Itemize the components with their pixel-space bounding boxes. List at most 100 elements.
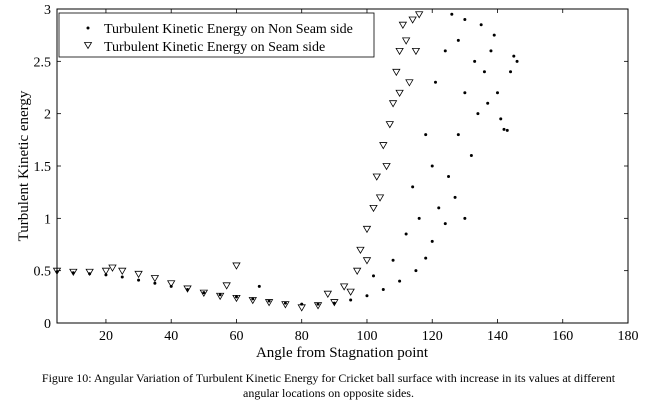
data-point-seam [382, 163, 391, 171]
data-point-non-seam [463, 91, 467, 95]
data-point-non-seam [371, 274, 375, 278]
x-tick-label: 120 [422, 329, 443, 344]
data-point-non-seam [202, 291, 206, 295]
data-point-seam [385, 121, 395, 129]
data-point-non-seam [450, 12, 454, 16]
data-point-seam [199, 289, 209, 297]
y-tick-label: 0 [44, 317, 51, 332]
data-point-non-seam [447, 174, 451, 178]
data-point-non-seam [509, 70, 513, 74]
data-point-seam [395, 47, 404, 56]
x-tick-label: 80 [295, 329, 309, 344]
data-point-non-seam [443, 49, 447, 53]
data-point-non-seam [505, 128, 509, 132]
data-point-non-seam [251, 297, 255, 301]
x-tick-label: 160 [552, 329, 573, 344]
data-point-non-seam [515, 59, 519, 63]
data-point-seam [356, 246, 365, 255]
data-point-non-seam [365, 294, 369, 298]
data-point-seam [392, 68, 401, 77]
data-point-non-seam [456, 133, 460, 137]
data-point-seam [339, 283, 349, 291]
data-point-seam [108, 264, 117, 272]
data-point-non-seam [120, 275, 124, 279]
data-point-non-seam [414, 269, 418, 273]
data-point-seam [401, 37, 411, 45]
y-tick-label: 2 [44, 108, 51, 123]
data-point-seam [281, 301, 290, 309]
data-point-seam [395, 89, 404, 98]
y-axis-label: Turbulent Kinetic energy [16, 90, 32, 241]
data-point-non-seam [479, 23, 483, 27]
data-point-non-seam [473, 59, 477, 63]
data-point-non-seam [234, 295, 238, 299]
figure-caption: Figure 10: Angular Variation of Turbulen… [0, 371, 657, 401]
data-point-non-seam [257, 284, 261, 288]
data-point-seam [346, 288, 355, 296]
data-point-seam [264, 299, 274, 307]
data-point-seam [183, 285, 192, 293]
data-point-non-seam [381, 288, 385, 292]
y-tick-label: 0.5 [34, 265, 52, 280]
data-point-seam [134, 270, 143, 279]
data-point-non-seam [433, 80, 437, 84]
data-point-non-seam [456, 38, 460, 42]
data-point-non-seam [316, 302, 320, 306]
data-point-seam [408, 16, 417, 24]
x-axis-ticks: 20 40 60 80 100 120 140 160 180 [99, 9, 639, 344]
data-point-non-seam [411, 185, 415, 189]
data-point-non-seam [486, 101, 490, 105]
data-point-non-seam [267, 299, 271, 303]
data-point-seam [118, 267, 127, 275]
legend-marker-seam [83, 42, 93, 50]
data-point-seam [101, 267, 111, 275]
data-point-seam [330, 299, 339, 307]
data-point-seam [375, 194, 385, 202]
legend-label-non-seam: Turbulent Kinetic Energy on Non Seam sid… [104, 22, 353, 37]
y-tick-label: 2.5 [34, 55, 52, 70]
data-point-non-seam [137, 278, 141, 282]
data-point-non-seam [300, 302, 304, 306]
x-tick-label: 60 [229, 329, 243, 344]
plot-area [56, 8, 629, 324]
data-point-non-seam [430, 164, 434, 168]
data-point-seam [222, 282, 231, 290]
data-point-non-seam [453, 195, 457, 199]
data-point-seam [52, 267, 62, 275]
data-point-seam [150, 275, 160, 283]
data-point-seam [362, 225, 372, 234]
data-point-non-seam [495, 91, 499, 95]
data-point-seam [379, 142, 388, 150]
data-point-non-seam [463, 216, 467, 220]
data-point-seam [313, 302, 323, 310]
data-point-non-seam [476, 112, 480, 116]
data-point-seam [388, 100, 398, 108]
x-tick-label: 20 [99, 329, 113, 344]
data-point-non-seam [512, 54, 516, 58]
data-point-seam [362, 257, 372, 265]
data-point-seam [323, 290, 333, 298]
x-axis-label: Angle from Stagnation point [256, 345, 429, 361]
data-point-non-seam [430, 239, 434, 243]
data-point-seam [297, 304, 306, 312]
data-point-non-seam [489, 49, 493, 53]
data-point-seam [69, 268, 78, 277]
legend-label-seam: Turbulent Kinetic Energy on Seam side [104, 40, 325, 55]
data-point-seam [405, 79, 414, 87]
y-tick-label: 1.5 [34, 160, 52, 175]
legend-marker-non-seam [86, 26, 90, 30]
y-tick-label: 1 [44, 212, 51, 227]
data-point-non-seam [424, 256, 428, 260]
data-point-seam [232, 262, 241, 270]
x-tick-label: 140 [487, 329, 508, 344]
data-point-non-seam [391, 258, 395, 262]
data-point-seam [372, 173, 381, 181]
data-point-non-seam [153, 281, 157, 285]
data-point-non-seam [492, 33, 496, 37]
caption-line-2: angular locations on opposite sides. [243, 386, 414, 400]
legend: Turbulent Kinetic Energy on Non Seam sid… [58, 12, 375, 58]
series-non-seam [55, 12, 519, 306]
data-point-non-seam [424, 133, 428, 137]
y-tick-label: 3 [44, 3, 51, 18]
